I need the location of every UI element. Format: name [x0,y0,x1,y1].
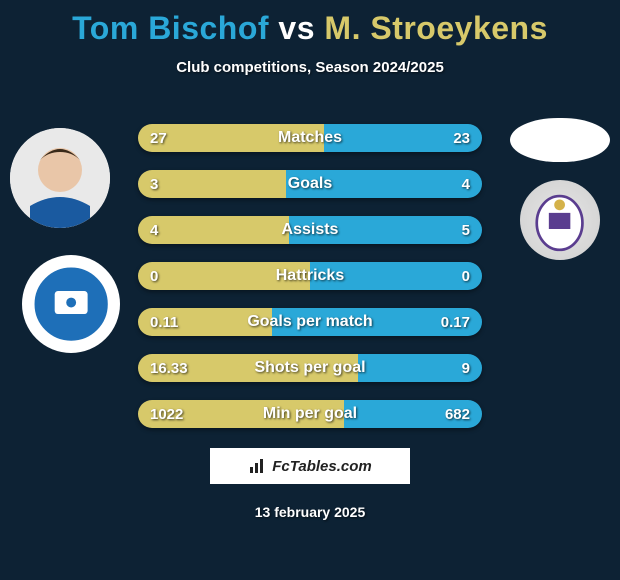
stat-fill-right [324,124,482,152]
stat-row: 0.110.17Goals per match [138,308,482,336]
comparison-bars: 2723Matches 34Goals 45Assists 00Hattricks 0.… [138,124,482,446]
stat-fill-left [138,262,310,290]
comparison-subtitle: Club competitions, Season 2024/2025 [0,59,620,76]
stat-row: 1022682Min per goal [138,400,482,428]
stat-fill-left [138,170,286,198]
player1-club-badge [22,255,120,353]
stat-fill-right [289,216,482,244]
player2-club-badge [520,180,600,260]
stat-row: 16.339Shots per goal [138,354,482,382]
player2-avatar [510,118,610,162]
watermark-badge: FcTables.com [210,448,410,484]
stat-fill-left [138,308,272,336]
player2-name: M. Stroeykens [324,10,547,46]
stat-fill-right [344,400,482,428]
stat-row: 2723Matches [138,124,482,152]
player1-avatar [10,128,110,228]
watermark-icon [248,457,266,475]
stat-fill-right [272,308,482,336]
watermark-text: FcTables.com [272,458,371,475]
stat-row: 00Hattricks [138,262,482,290]
stat-fill-right [310,262,482,290]
stat-fill-right [286,170,482,198]
player1-name: Tom Bischof [72,10,269,46]
comparison-date: 13 february 2025 [0,504,620,520]
stat-fill-left [138,400,344,428]
comparison-title: Tom Bischof vs M. Stroeykens [0,0,620,47]
stat-fill-left [138,124,324,152]
vs-text: vs [278,10,315,46]
stat-fill-right [358,354,482,382]
stat-fill-left [138,354,358,382]
stat-row: 34Goals [138,170,482,198]
stat-fill-left [138,216,289,244]
stat-row: 45Assists [138,216,482,244]
